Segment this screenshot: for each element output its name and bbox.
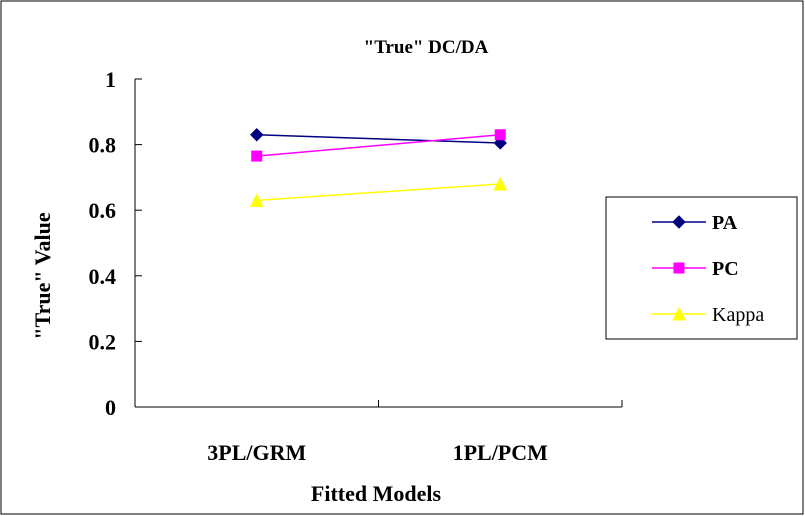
chart-title: "True" DC/DA (364, 37, 489, 58)
x-tick-label: 1PL/PCM (453, 440, 549, 465)
y-tick-label: 1 (105, 67, 116, 92)
legend-marker-pa (672, 215, 686, 229)
series-pc-line (256, 134, 501, 157)
y-tick-label: 0.6 (89, 198, 117, 223)
series-pa-point (250, 128, 264, 142)
legend-item-kappa: Kappa (652, 304, 764, 326)
series-kappa-line (256, 183, 501, 202)
x-ticks: 3PL/GRM 1PL/PCM (134, 400, 623, 465)
series-pc (251, 129, 506, 162)
y-tick-label: 0.4 (89, 264, 117, 289)
y-axis-label: "True" Value (30, 212, 55, 340)
legend-item-pa: PA (652, 212, 738, 234)
series-kappa (249, 176, 508, 207)
series-kappa-point (249, 193, 264, 207)
x-tick-label: 3PL/GRM (207, 440, 306, 465)
series-pa-line (256, 134, 501, 144)
series-kappa-point (493, 176, 508, 191)
legend-marker-pc (673, 262, 685, 274)
legend-label-pa: PA (712, 212, 738, 234)
legend: PA PC Kappa (605, 196, 798, 340)
y-ticks: 0 0.2 0.4 0.6 0.8 1 (89, 67, 142, 420)
legend-label-pc: PC (712, 258, 739, 280)
series-group (249, 128, 508, 207)
series-pc-point (494, 129, 506, 141)
legend-label-kappa: Kappa (712, 304, 764, 326)
y-tick-label: 0.8 (89, 133, 117, 158)
x-axis-label: Fitted Models (311, 481, 442, 506)
legend-marker-kappa (672, 306, 686, 321)
series-pc-point (251, 150, 263, 162)
y-tick-label: 0.2 (89, 329, 117, 354)
legend-item-pc: PC (652, 258, 739, 280)
y-tick-label: 0 (105, 395, 116, 420)
